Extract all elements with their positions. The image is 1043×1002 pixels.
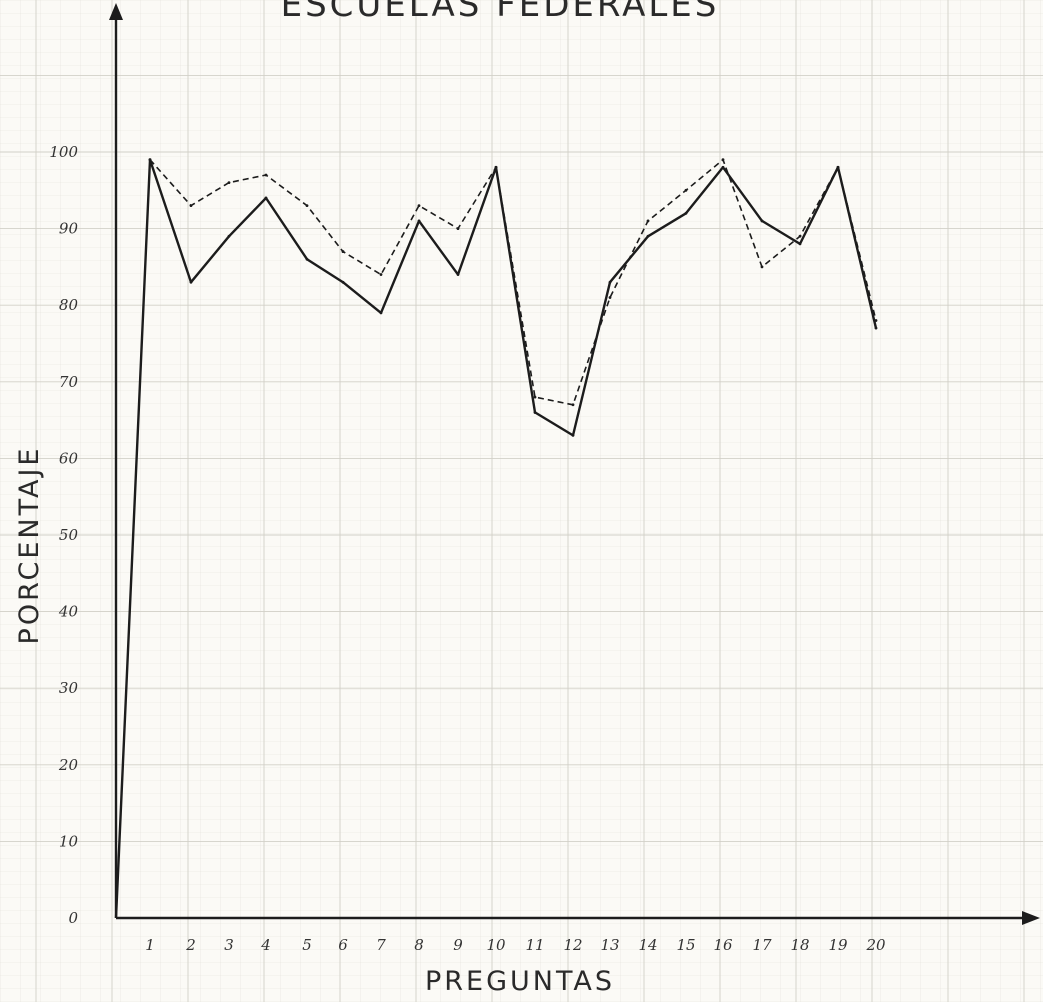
y-tick-label: 100 xyxy=(49,143,78,161)
y-tick-label: 90 xyxy=(59,220,79,238)
y-axis-title: PORCENTAJE xyxy=(14,446,45,645)
data-point xyxy=(874,319,878,322)
series-line-dashed xyxy=(149,158,877,406)
x-tick-label: 4 xyxy=(260,936,271,954)
y-tick-label: 50 xyxy=(59,526,79,544)
x-tick-label: 12 xyxy=(563,936,582,954)
y-tick-label: 0 xyxy=(68,909,78,927)
x-tick-labels: 1 2 3 4 5 6 7 8 9 10 11 12 13 14 15 16 17 18 19 20 xyxy=(145,936,886,954)
data-point xyxy=(608,296,612,299)
data-point xyxy=(341,250,345,253)
y-tick-labels: 0 10 20 30 40 50 60 70 80 90 100 xyxy=(49,143,78,927)
data-point xyxy=(836,165,840,169)
data-point xyxy=(646,234,650,238)
data-point xyxy=(456,227,460,231)
data-point xyxy=(341,280,345,284)
data-point xyxy=(721,165,725,169)
y-axis-arrowhead xyxy=(109,3,123,20)
data-point xyxy=(227,181,231,185)
series-layer xyxy=(114,158,878,919)
data-point xyxy=(264,173,268,177)
data-point xyxy=(571,434,575,437)
data-point xyxy=(798,242,802,246)
chart-title: ESCUELAS FEDERALES xyxy=(281,0,720,25)
x-tick-label: 10 xyxy=(486,936,506,954)
x-tick-label: 13 xyxy=(600,936,619,954)
data-point xyxy=(494,165,498,169)
data-point xyxy=(417,219,421,223)
data-point xyxy=(189,280,193,284)
data-point xyxy=(608,280,612,284)
x-tick-label: 18 xyxy=(790,936,809,954)
x-axis-arrowhead xyxy=(1022,911,1040,925)
data-point xyxy=(379,311,383,315)
y-tick-label: 60 xyxy=(59,449,79,467)
y-tick-label: 40 xyxy=(58,603,79,621)
y-tick-label: 80 xyxy=(59,296,79,314)
y-tick-label: 20 xyxy=(58,756,79,774)
y-tick-label: 30 xyxy=(59,679,79,697)
x-tick-label: 16 xyxy=(713,936,733,954)
data-point xyxy=(684,188,688,192)
x-tick-label: 9 xyxy=(453,936,463,954)
x-tick-label: 8 xyxy=(414,936,424,954)
data-point xyxy=(646,219,650,223)
data-point xyxy=(264,196,268,200)
data-point xyxy=(227,234,231,238)
x-axis-title: PREGUNTAS xyxy=(425,966,615,997)
data-point xyxy=(798,234,802,238)
x-tick-label: 14 xyxy=(638,936,657,954)
data-point xyxy=(874,326,878,330)
y-tick-label: 10 xyxy=(59,832,79,850)
data-point xyxy=(533,411,537,414)
x-tick-label: 11 xyxy=(525,936,544,954)
data-point xyxy=(305,257,309,261)
axes xyxy=(109,3,1040,925)
x-tick-label: 1 xyxy=(145,936,155,954)
x-tick-label: 15 xyxy=(676,936,695,954)
x-tick-label: 20 xyxy=(865,936,886,954)
data-point xyxy=(684,211,688,215)
y-tick-label: 70 xyxy=(59,373,79,391)
x-tick-label: 17 xyxy=(752,936,772,954)
data-point xyxy=(417,204,421,208)
x-tick-label: 19 xyxy=(828,936,848,954)
x-tick-label: 2 xyxy=(185,936,196,954)
data-point xyxy=(760,219,764,223)
data-point xyxy=(379,273,383,276)
data-point xyxy=(571,403,575,407)
x-tick-label: 3 xyxy=(224,936,234,954)
data-point xyxy=(305,204,309,208)
x-tick-label: 5 xyxy=(302,936,312,954)
data-point xyxy=(148,158,152,162)
data-point xyxy=(533,395,537,399)
x-tick-label: 6 xyxy=(338,936,348,954)
data-point xyxy=(721,158,725,162)
data-point xyxy=(760,265,764,269)
x-tick-label: 7 xyxy=(376,936,386,954)
data-point xyxy=(456,273,460,276)
data-point xyxy=(189,204,193,208)
